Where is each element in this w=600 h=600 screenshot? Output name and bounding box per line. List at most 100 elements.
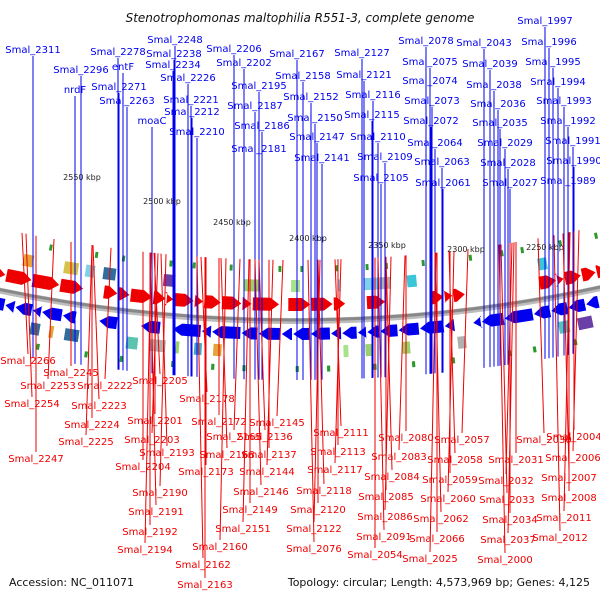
reverse-gene-label: Smal_2062	[413, 514, 468, 525]
forward-cog-block	[365, 343, 373, 357]
forward-cds	[42, 307, 63, 322]
forward-cds	[586, 295, 600, 309]
reverse-gene-label: Smal_2083	[371, 452, 426, 463]
forward-gene-label: Smal_2043	[456, 38, 511, 49]
reverse-gene-label: Smal_2012	[532, 533, 587, 544]
reverse-gene-label: Smal_2086	[357, 512, 412, 523]
reverse-gene-label: Smal_2117	[307, 465, 362, 476]
forward-gene-label: Smal_2202	[216, 58, 271, 69]
reverse-cds	[130, 288, 153, 303]
forward-gene-label: Smal_1996	[521, 37, 576, 48]
reverse-gene-label: Smal_2091	[356, 532, 411, 543]
forward-gene-label: Smal_2195	[231, 81, 286, 92]
scale-label: 2550 kbp	[63, 173, 101, 182]
reverse-cds	[163, 292, 174, 306]
reverse-leader	[266, 259, 274, 466]
reverse-leader	[334, 259, 342, 464]
reverse-leader	[562, 233, 570, 472]
reverse-gene-label: Smal_2225	[58, 437, 113, 448]
reverse-cog-block	[22, 253, 35, 268]
forward-cds	[172, 323, 201, 337]
reverse-leader	[144, 252, 152, 544]
reverse-leader	[196, 256, 204, 559]
reverse-gene-label: Smal_2058	[427, 455, 482, 466]
reverse-gene-label: Smal_2222	[77, 381, 132, 392]
reverse-gene-label: Smal_2025	[402, 554, 457, 565]
reverse-cds	[193, 294, 204, 308]
reverse-cds	[442, 290, 453, 304]
forward-gene-label: Smal_2110	[350, 132, 405, 143]
scale-labels: 2550 kbp 2500 kbp 2450 kbp 2400 kbp 2350 kbp…	[63, 173, 564, 254]
forward-gene-label: Smal_2152	[283, 92, 338, 103]
reverse-gene-label: Smal_2163	[177, 580, 232, 591]
reverse-leader	[151, 253, 159, 434]
accession-label: Accession: NC_011071	[9, 576, 134, 589]
reverse-gene-label: Smal_2146	[233, 487, 288, 498]
rna-marker	[119, 355, 124, 363]
reverse-gene-label: Smal_2253	[20, 381, 75, 392]
reverse-gene-label: Smal_2120	[290, 505, 345, 516]
forward-gene-label: Smal_2150	[287, 113, 342, 124]
reverse-gene-label: Smal_2122	[286, 524, 341, 535]
forward-gene-label: Smal_1993	[536, 96, 591, 107]
forward-gene-label: Smal_2212	[164, 107, 219, 118]
forward-gene-label: Smal_2105	[353, 173, 408, 184]
rna-marker	[169, 260, 173, 267]
forward-cds	[504, 308, 534, 324]
forward-gene-label: Smal_2296	[53, 65, 108, 76]
forward-gene-label: Smal_2238	[146, 49, 201, 60]
forward-gene-label: Smal_2221	[163, 95, 218, 106]
reverse-gene-label: Smal_2172	[191, 417, 246, 428]
rna-marker	[211, 363, 215, 370]
forward-cds	[0, 297, 6, 311]
reverse-gene-label: Smal_2007	[541, 473, 596, 484]
reverse-gene-label: Smal_2054	[347, 550, 402, 561]
reverse-gene-label: Smal_2190	[132, 488, 187, 499]
forward-gene-label: Smal_2039	[462, 59, 517, 70]
reverse-cds	[173, 292, 194, 307]
reverse-leader	[233, 258, 241, 431]
reverse-cds	[580, 267, 596, 282]
reverse-cds	[553, 273, 564, 287]
reverse-gene-label: Smal_2111	[313, 428, 368, 439]
rna-marker	[421, 259, 425, 267]
forward-cds	[281, 327, 293, 340]
reverse-gene-label: Smal_2191	[128, 507, 183, 518]
reverse-leader	[500, 244, 508, 494]
forward-cds	[258, 327, 281, 340]
reverse-gene-label: Smal_2059	[422, 475, 477, 486]
reverse-gene-label: Smal_2032	[478, 476, 533, 487]
scale-label: 2500 kbp	[143, 197, 181, 206]
reverse-gene-label: Smal_2033	[479, 495, 534, 506]
forward-cog-block	[193, 342, 203, 356]
reverse-gene-label: Smal_2030	[516, 435, 571, 446]
reverse-gene-label: Smal_2193	[139, 448, 194, 459]
forward-cds	[331, 327, 342, 340]
forward-cds	[99, 316, 118, 330]
forward-cog-block	[576, 315, 594, 331]
reverse-leader	[254, 259, 262, 486]
forward-gene-label: Smal_2078	[398, 36, 453, 47]
reverse-cds	[288, 297, 311, 311]
forward-gene-label: Smal_1989	[540, 176, 595, 187]
reverse-gene-label: Smal_2162	[175, 560, 230, 571]
rna-marker	[48, 244, 53, 251]
reverse-gene-label: Smal_2113	[310, 447, 365, 458]
forward-gene-label: nrdF	[64, 85, 87, 96]
reverse-gene-label: Smal_2060	[420, 494, 475, 505]
reverse-leader	[47, 238, 55, 380]
forward-gene-label: Smal_1995	[525, 57, 580, 68]
scale-label: 2350 kbp	[368, 241, 406, 250]
ring-backdrop	[0, 285, 600, 324]
reverse-cog-block	[291, 279, 300, 292]
reverse-leader	[498, 244, 506, 554]
forward-gene-label: Smal_2038	[466, 80, 521, 91]
reverse-cog-block	[84, 264, 96, 278]
rna-marker	[327, 365, 331, 372]
forward-cds	[62, 310, 77, 324]
forward-cog-block	[125, 336, 139, 350]
reverse-leader	[505, 242, 513, 475]
forward-cog-block	[63, 328, 80, 343]
forward-gene-label: Smal_2263	[99, 96, 154, 107]
reverse-gene-label: Smal_2168	[199, 450, 254, 461]
